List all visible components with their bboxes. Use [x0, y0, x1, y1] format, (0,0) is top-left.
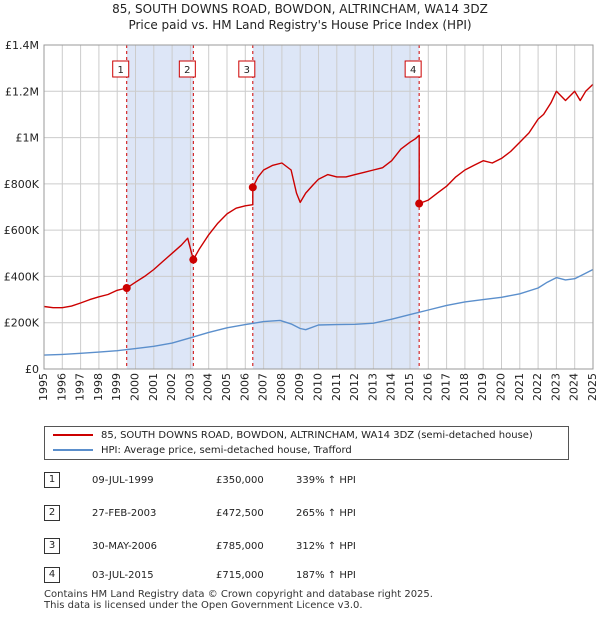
- property-price-line: [43, 83, 594, 309]
- sale-marker-label: 2: [184, 65, 190, 76]
- y-tick-label: £1M: [16, 132, 40, 145]
- chart-title-line2: Price paid vs. HM Land Registry's House …: [128, 18, 472, 32]
- x-tick-label: 2020: [495, 373, 508, 401]
- sale-points: [122, 183, 424, 292]
- legend-swatch-hpi: [53, 449, 93, 451]
- legend: 85, SOUTH DOWNS ROAD, BOWDON, ALTRINCHAM…: [44, 426, 569, 460]
- price-chart: 1 2 3 4 £0 £200K £400K £600K £800K £1M £1.2M £1.4M…: [4, 39, 599, 401]
- y-tick-label: £800K: [4, 178, 40, 191]
- sale-marker-box: [404, 60, 422, 78]
- legend-item-property: 85, SOUTH DOWNS ROAD, BOWDON, ALTRINCHAM…: [53, 429, 533, 443]
- sale-point: [122, 284, 131, 292]
- x-tick-label: 2025: [586, 373, 599, 401]
- y-tick-label: £0: [25, 363, 39, 376]
- footer-copyright: Contains HM Land Registry data © Crown c…: [44, 589, 433, 600]
- x-tick-label: 2010: [312, 373, 325, 401]
- x-tick-label: 2016: [421, 373, 434, 401]
- x-tick-label: 2018: [458, 373, 471, 401]
- transaction-price: £472,500: [216, 508, 264, 519]
- shaded-period: [126, 45, 194, 369]
- transaction-hpi: 312% ↑ HPI: [296, 541, 356, 552]
- table-row: 2 27-FEB-2003 £472,500 265% ↑ HPI: [44, 505, 564, 523]
- x-tick-label: 2005: [220, 373, 233, 401]
- y-tick-label: £1.2M: [5, 85, 39, 98]
- sale-point: [189, 255, 198, 264]
- sale-marker-label: 1: [118, 65, 124, 76]
- x-axis-ticks: 1995 1996 1997 1998 1999 2000 2001 2002 2003 2004…: [37, 373, 599, 401]
- x-tick-label: 2011: [330, 373, 343, 401]
- legend-label-hpi: HPI: Average price, semi-detached house,…: [101, 445, 352, 456]
- y-tick-label: £200K: [4, 317, 40, 330]
- y-tick-label: £600K: [4, 224, 40, 237]
- x-tick-label: 2017: [440, 373, 453, 401]
- sale-point: [248, 183, 257, 192]
- footer: Contains HM Land Registry data © Crown c…: [44, 589, 433, 611]
- hpi-line: [43, 268, 594, 356]
- sale-marker-box: [238, 60, 256, 78]
- y-axis-ticks: £0 £200K £400K £600K £800K £1M £1.2M £1.4M: [4, 39, 40, 376]
- transaction-date: 09-JUL-1999: [92, 475, 154, 486]
- x-tick-label: 2007: [257, 373, 270, 401]
- series-lines: [43, 83, 594, 356]
- sale-marker-labels: 1 2 3 4: [112, 60, 422, 78]
- sale-marker-box: [178, 60, 196, 78]
- x-tick-label: 2008: [275, 373, 288, 401]
- transaction-price: £785,000: [216, 541, 264, 552]
- x-tick-label: 2002: [165, 373, 178, 401]
- x-tick-label: 2004: [202, 373, 215, 401]
- sale-marker-label: 4: [410, 65, 416, 76]
- x-tick-label: 1997: [74, 373, 87, 401]
- plot-frame: [43, 44, 594, 370]
- table-row: 1 09-JUL-1999 £350,000 339% ↑ HPI: [44, 472, 564, 490]
- x-tick-label: 2000: [129, 373, 142, 401]
- x-tick-label: 1999: [110, 373, 123, 401]
- x-tick-label: 2021: [513, 373, 526, 401]
- x-tick-label: 2001: [147, 373, 160, 401]
- grid-lines: [43, 44, 594, 370]
- transaction-price: £715,000: [216, 570, 264, 581]
- x-tick-label: 2013: [366, 373, 379, 401]
- y-tick-label: £400K: [4, 270, 40, 283]
- x-tick-label: 2014: [385, 373, 398, 401]
- transaction-hpi: 265% ↑ HPI: [296, 508, 356, 519]
- x-tick-label: 2003: [183, 373, 196, 401]
- x-tick-label: 1995: [37, 373, 50, 401]
- sale-point: [415, 199, 424, 208]
- x-tick-label: 2012: [348, 373, 361, 401]
- x-tick-label: 2024: [568, 373, 581, 401]
- y-tick-label: £1.4M: [5, 39, 39, 52]
- x-tick-label: 1998: [92, 373, 105, 401]
- footer-licence: This data is licensed under the Open Gov…: [44, 600, 363, 611]
- chart-title-line1: 85, SOUTH DOWNS ROAD, BOWDON, ALTRINCHAM…: [112, 2, 488, 16]
- transaction-date: 30-MAY-2006: [92, 541, 158, 552]
- sale-marker-label: 3: [244, 65, 250, 76]
- sale-marker-box: [112, 60, 130, 78]
- transaction-date: 03-JUL-2015: [92, 570, 154, 581]
- x-tick-label: 2019: [476, 373, 489, 401]
- legend-item-hpi: HPI: Average price, semi-detached house,…: [53, 444, 352, 458]
- x-tick-label: 2015: [403, 373, 416, 401]
- table-row: 4 03-JUL-2015 £715,000 187% ↑ HPI: [44, 567, 564, 585]
- transaction-number-badge: 4: [44, 567, 60, 583]
- table-row: 3 30-MAY-2006 £785,000 312% ↑ HPI: [44, 538, 564, 556]
- transaction-date: 27-FEB-2003: [92, 508, 157, 519]
- x-tick-label: 2023: [549, 373, 562, 401]
- x-tick-label: 2009: [293, 373, 306, 401]
- legend-swatch-property: [53, 434, 93, 436]
- x-tick-label: 1996: [55, 373, 68, 401]
- x-tick-label: 2022: [531, 373, 544, 401]
- chart-title: 85, SOUTH DOWNS ROAD, BOWDON, ALTRINCHAM…: [0, 1, 600, 33]
- legend-label-property: 85, SOUTH DOWNS ROAD, BOWDON, ALTRINCHAM…: [101, 430, 533, 441]
- transaction-price: £350,000: [216, 475, 264, 486]
- transaction-hpi: 339% ↑ HPI: [296, 475, 356, 486]
- transaction-hpi: 187% ↑ HPI: [296, 570, 356, 581]
- x-tick-label: 2006: [238, 373, 251, 401]
- transaction-number-badge: 3: [44, 538, 60, 554]
- transaction-number-badge: 1: [44, 472, 60, 488]
- transaction-number-badge: 2: [44, 505, 60, 521]
